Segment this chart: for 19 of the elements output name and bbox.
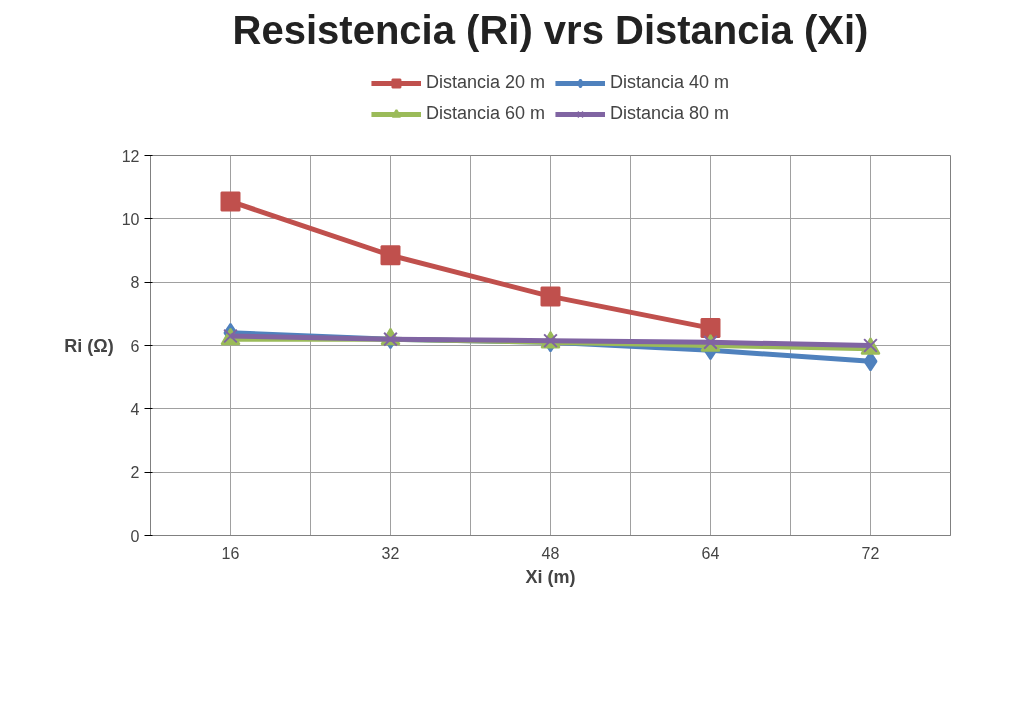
x-axis-title: Xi (m) (525, 566, 576, 587)
x-tick-label: 72 (861, 544, 880, 562)
y-tick-label: 10 (121, 210, 140, 228)
x-tick-label: 48 (541, 544, 560, 562)
x-tick-label: 32 (381, 544, 400, 562)
y-axis-title: Ri (Ω) (64, 335, 114, 356)
x-tick-label: 64 (701, 544, 720, 562)
y-tick-label: 0 (130, 527, 140, 545)
y-tick-label: 4 (130, 400, 140, 418)
y-tick-label: 6 (130, 337, 140, 355)
y-tick-label: 2 (130, 464, 140, 482)
legend-label: Distancia 80 m (610, 103, 730, 124)
y-tick-label: 8 (130, 274, 140, 292)
legend-label: Distancia 40 m (610, 72, 730, 93)
x-tick-label: 16 (221, 544, 240, 562)
y-tick-label: 12 (121, 147, 140, 165)
legend-label: Distancia 20 m (425, 72, 545, 93)
legend-label: Distancia 60 m (425, 103, 545, 124)
chart-title: Resistencia (Ri) vrs Distancia (Xi) (232, 7, 869, 52)
